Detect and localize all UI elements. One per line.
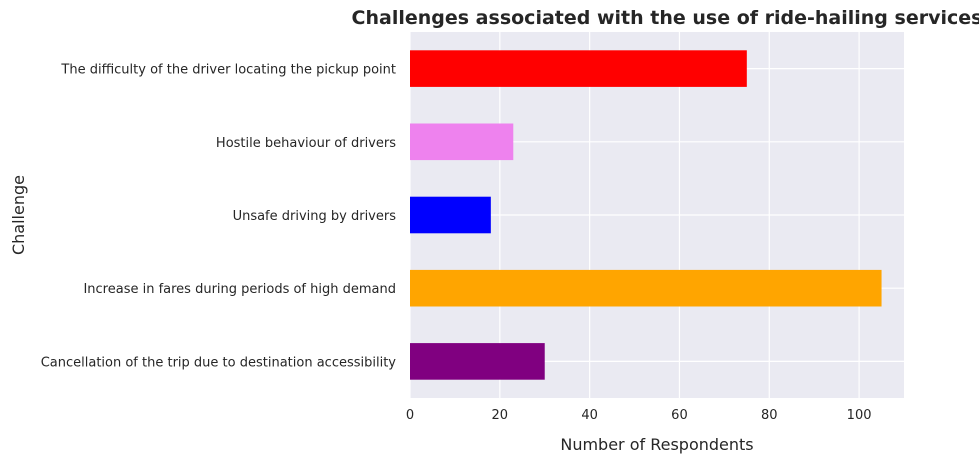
- y-tick-label-1: Hostile behaviour of drivers: [216, 136, 396, 151]
- y-axis-label: Challenge: [9, 175, 28, 255]
- x-axis-label: Number of Respondents: [560, 435, 753, 454]
- chart-title: Challenges associated with the use of ri…: [352, 7, 979, 29]
- bar-2: [410, 196, 491, 234]
- y-tick-label-4: Cancellation of the trip due to destinat…: [41, 355, 397, 370]
- y-tick-labels: The difficulty of the driver locating th…: [41, 63, 397, 371]
- x-tick-label-0: 0: [406, 408, 414, 423]
- x-tick-label-4: 80: [761, 408, 778, 423]
- bar-1: [410, 123, 514, 161]
- x-tick-labels: 0 20 40 60 80 100: [406, 408, 872, 423]
- x-tick-label-1: 20: [492, 408, 509, 423]
- y-tick-label-0: The difficulty of the driver locating th…: [60, 63, 396, 78]
- bar-3: [410, 269, 882, 307]
- bars: [410, 50, 882, 380]
- x-tick-label-2: 40: [581, 408, 598, 423]
- x-tick-label-5: 100: [847, 408, 872, 423]
- x-tick-label-3: 60: [671, 408, 688, 423]
- y-tick-label-2: Unsafe driving by drivers: [233, 209, 397, 224]
- bar-0: [410, 50, 747, 87]
- bar-4: [410, 343, 545, 380]
- y-tick-label-3: Increase in fares during periods of high…: [83, 282, 396, 297]
